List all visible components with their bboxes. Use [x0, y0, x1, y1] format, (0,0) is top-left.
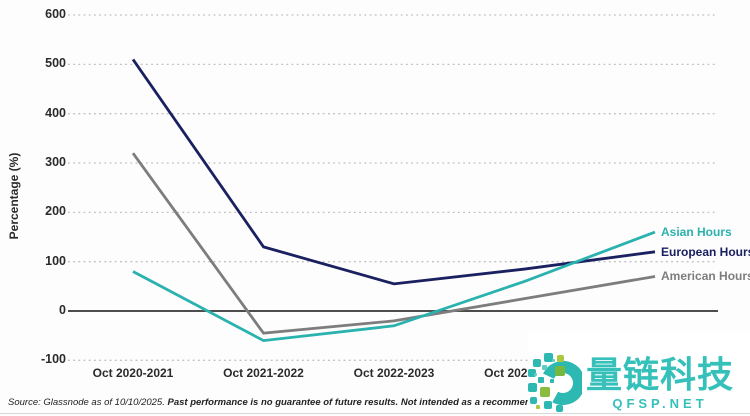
watermark-brand: 量链科技: [586, 354, 735, 395]
source-note: Source: Glassnode as of 10/10/2025. Past…: [8, 397, 653, 408]
bottom-divider: [0, 413, 750, 414]
y-tick-label: 600: [45, 7, 66, 22]
y-tick-label: 500: [45, 56, 66, 71]
y-tick-label: 200: [45, 204, 66, 219]
line-label-american-hours: American Hours: [661, 269, 750, 284]
disclaimer-text: Past performance is no guarantee of futu…: [167, 397, 654, 408]
y-axis-title: Percentage (%): [7, 152, 21, 240]
x-tick-label: Oct 2020-2021: [92, 366, 174, 380]
watermark: 量链科技 QFSP.NET: [528, 331, 750, 413]
y-tick-label: 100: [45, 253, 66, 268]
y-tick-label: 400: [45, 105, 66, 120]
watermark-text: 量链科技 QFSP.NET: [586, 331, 735, 412]
line-label-european-hours: European Hours: [661, 244, 750, 259]
y-tick-label: 300: [45, 155, 66, 169]
watermark-logo-icon: [528, 353, 582, 412]
x-tick-label: Oct 2021-2022: [223, 366, 304, 380]
source-text: Source: Glassnode as of 10/10/2025.: [8, 397, 165, 408]
y-tick-label: 0: [59, 303, 66, 317]
line-label-asian-hours: Asian Hours: [661, 225, 732, 240]
watermark-site: QFSP.NET: [612, 396, 708, 411]
x-tick-label: Oct 2022-2023: [353, 366, 435, 380]
y-tick-label: -100: [40, 352, 66, 367]
